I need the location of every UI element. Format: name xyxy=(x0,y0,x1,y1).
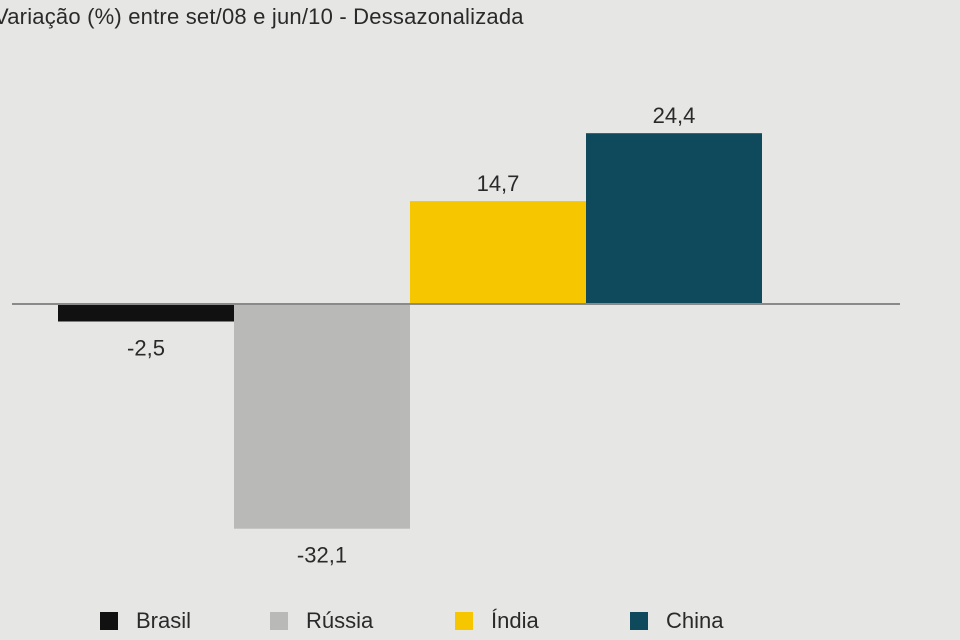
bar-india xyxy=(410,201,586,304)
legend-label-india: Índia xyxy=(491,608,539,633)
value-label-india: 14,7 xyxy=(477,171,520,196)
legend-swatch-russia xyxy=(270,612,288,630)
value-label-china: 24,4 xyxy=(653,103,696,128)
legend-item-china: China xyxy=(630,608,723,634)
legend-label-russia: Rússia xyxy=(306,608,374,633)
bars-layer xyxy=(58,133,762,529)
bar-chart: -2,5 -32,1 14,7 24,4 xyxy=(12,103,900,568)
legend-swatch-brasil xyxy=(100,612,118,630)
bar-china xyxy=(586,133,762,304)
value-label-brasil: -2,5 xyxy=(127,336,165,361)
bar-russia xyxy=(234,304,410,529)
legend-item-india: Índia xyxy=(455,608,539,634)
chart-title: Variação (%) entre set/08 e jun/10 - Des… xyxy=(0,4,524,29)
value-labels-layer: -2,5 -32,1 14,7 24,4 xyxy=(127,103,695,568)
legend-swatch-india xyxy=(455,612,473,630)
legend-label-china: China xyxy=(666,608,724,633)
legend-swatch-china xyxy=(630,612,648,630)
legend: Brasil Rússia Índia China xyxy=(0,608,960,640)
legend-item-brasil: Brasil xyxy=(100,608,191,634)
value-label-russia: -32,1 xyxy=(297,543,347,568)
legend-label-brasil: Brasil xyxy=(136,608,192,633)
legend-item-russia: Rússia xyxy=(270,608,373,634)
bar-brasil xyxy=(58,304,234,322)
